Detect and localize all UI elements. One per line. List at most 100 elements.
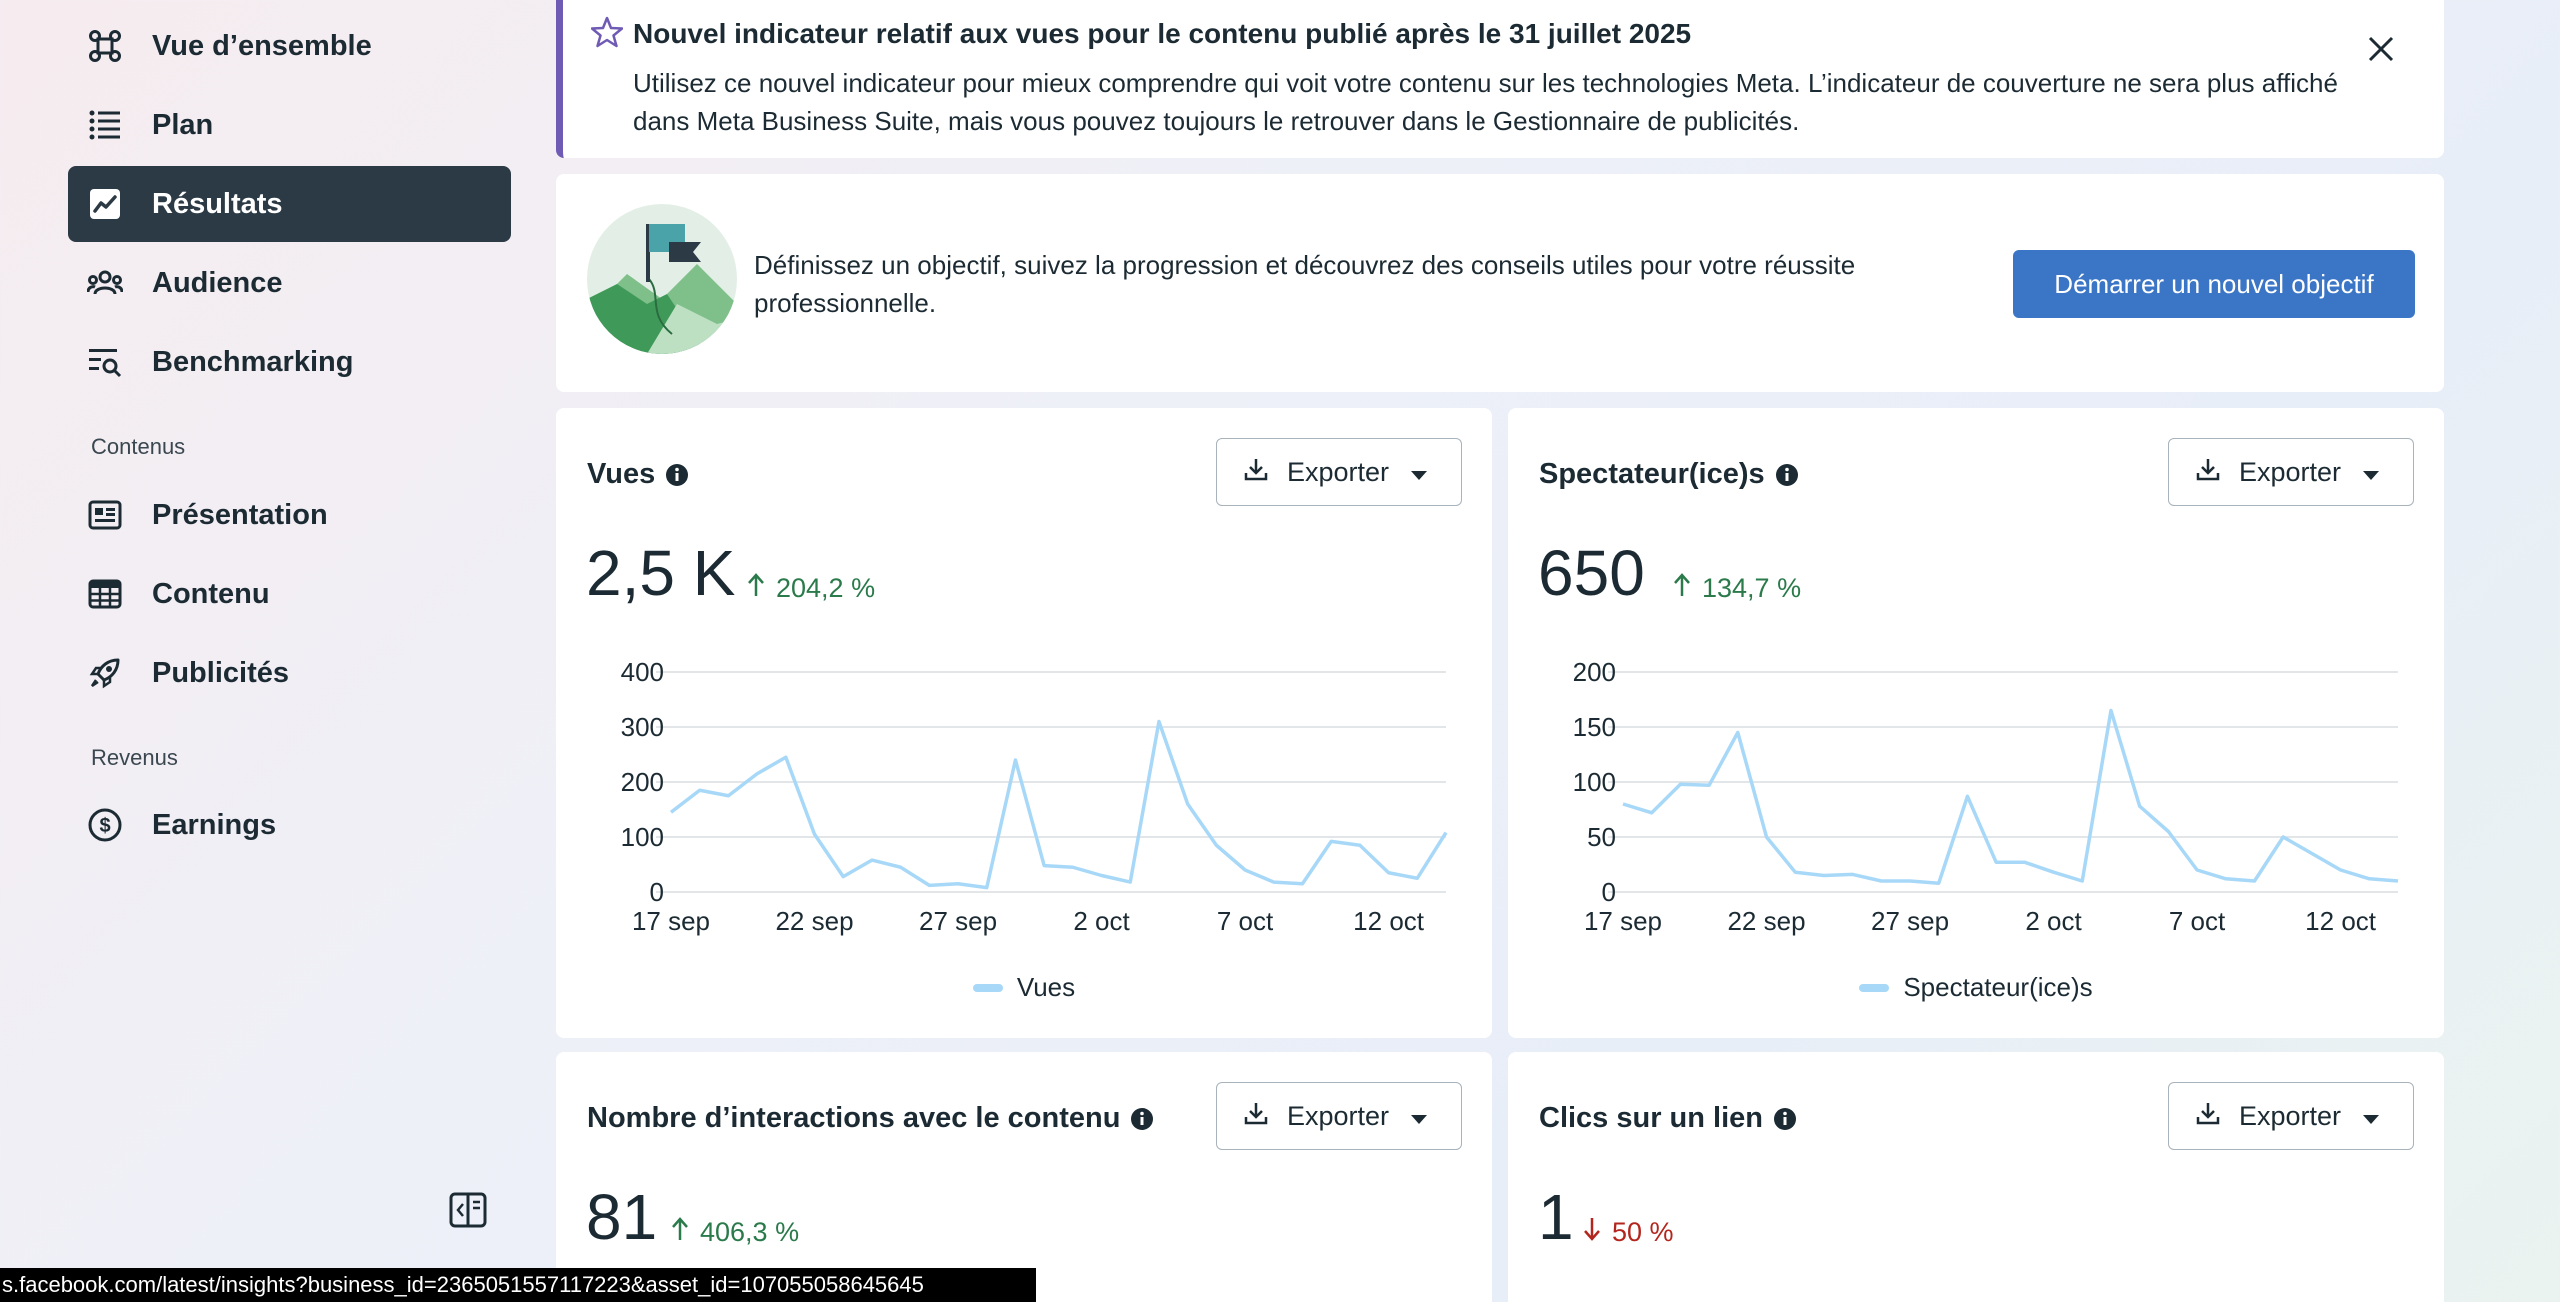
x-tick-label: 17 sep	[1584, 906, 1662, 936]
x-tick-label: 22 sep	[1727, 906, 1805, 936]
goal-description: Définissez un objectif, suivez la progre…	[754, 250, 1856, 318]
sidebar: Vue d’ensemble Plan Résultats Audience B…	[0, 0, 540, 1302]
interactions-card: Nombre d’interactions avec le contenu Ex…	[556, 1052, 1492, 1302]
svg-text:$: $	[99, 815, 110, 837]
legend-label: Vues	[1016, 972, 1076, 1002]
y-tick-label: 0	[1602, 877, 1616, 907]
arrow-up-icon	[670, 1216, 690, 1249]
caret-down-icon	[1409, 1101, 1429, 1132]
link-clicks-delta: 50 %	[1582, 1216, 1674, 1249]
table-icon	[86, 575, 124, 613]
x-tick-label: 2 oct	[1073, 906, 1130, 936]
sidebar-item-label: Benchmarking	[152, 345, 354, 378]
x-tick-label: 12 oct	[2305, 906, 2377, 936]
link-clicks-title: Clics sur un lien	[1539, 1102, 1763, 1134]
sidebar-item-label: Publicités	[152, 656, 289, 689]
info-icon[interactable]	[1773, 1107, 1797, 1131]
y-tick-label: 50	[1587, 822, 1616, 852]
section-label-revenue: Revenus	[91, 745, 178, 770]
section-label-content: Contenus	[91, 434, 186, 459]
sidebar-item-earnings[interactable]: $ Earnings	[68, 787, 511, 863]
series-line	[669, 719, 1448, 890]
sidebar-item-benchmarking[interactable]: Benchmarking	[68, 324, 511, 400]
star-icon	[590, 16, 624, 53]
interactions-value: 81	[586, 1181, 658, 1253]
notice-title: Nouvel indicateur relatif aux vues pour …	[633, 18, 1692, 49]
viewers-value: 650	[1538, 537, 1645, 609]
flag-mountain-illustration	[587, 204, 737, 354]
card-title: Clics sur un lien	[1539, 1102, 1797, 1135]
download-icon	[1243, 456, 1269, 489]
link-clicks-value: 1	[1538, 1181, 1574, 1253]
y-tick-label: 100	[1573, 767, 1616, 797]
views-value: 2,5 K	[586, 537, 736, 609]
x-tick-label: 7 oct	[2169, 906, 2226, 936]
download-icon	[1243, 1100, 1269, 1133]
caret-down-icon	[2361, 457, 2381, 488]
legend-swatch	[972, 983, 1003, 992]
sidebar-item-content[interactable]: Contenu	[68, 556, 511, 632]
y-tick-label: 200	[1573, 657, 1616, 687]
interactions-delta: 406,3 %	[670, 1216, 799, 1249]
sidebar-toggle-icon	[449, 1192, 487, 1233]
download-icon	[2195, 456, 2221, 489]
x-tick-label: 2 oct	[2025, 906, 2082, 936]
link-clicks-card: Clics sur un lien Exporter 1 50 %	[1508, 1052, 2444, 1302]
x-tick-label: 27 sep	[1871, 906, 1949, 936]
x-tick-label: 17 sep	[632, 906, 710, 936]
download-icon	[2195, 1100, 2221, 1133]
dollar-circle-icon: $	[86, 806, 124, 844]
viewers-card: Spectateur(ice)s Exporter 650 134,7 % 0 5…	[1508, 408, 2444, 1038]
x-tick-label: 12 oct	[1353, 906, 1425, 936]
close-icon[interactable]	[2364, 32, 2398, 66]
y-tick-label: 100	[621, 822, 664, 852]
sidebar-item-overview[interactable]: Vue d’ensemble	[68, 8, 511, 84]
sidebar-item-audience[interactable]: Audience	[68, 245, 511, 321]
notice-body: Utilisez ce nouvel indicateur pour mieux…	[633, 68, 2338, 136]
x-tick-label: 7 oct	[1217, 906, 1274, 936]
export-button[interactable]: Exporter	[1216, 1082, 1462, 1150]
sidebar-item-label: Audience	[152, 266, 283, 299]
sidebar-item-label: Résultats	[152, 187, 283, 220]
start-new-goal-button[interactable]: Démarrer un nouvel objectif	[2013, 250, 2415, 318]
presentation-icon	[86, 496, 124, 534]
interactions-delta-value: 406,3 %	[700, 1217, 800, 1247]
sidebar-item-label: Présentation	[152, 498, 328, 531]
sidebar-item-plan[interactable]: Plan	[68, 87, 511, 163]
legend-label: Spectateur(ice)s	[1903, 972, 2093, 1002]
export-label: Exporter	[1287, 456, 1390, 487]
y-tick-label: 400	[621, 657, 664, 687]
sidebar-item-label: Contenu	[152, 577, 270, 610]
info-icon[interactable]	[665, 463, 689, 487]
sidebar-item-label: Vue d’ensemble	[152, 29, 372, 62]
info-icon[interactable]	[1130, 1107, 1154, 1131]
card-title: Spectateur(ice)s	[1539, 458, 1799, 491]
y-tick-label: 150	[1573, 712, 1616, 742]
export-button[interactable]: Exporter	[2168, 1082, 2414, 1150]
export-label: Exporter	[1287, 1100, 1390, 1131]
trend-chart-icon	[86, 185, 124, 223]
export-button[interactable]: Exporter	[2168, 438, 2414, 506]
export-button[interactable]: Exporter	[1216, 438, 1462, 506]
collapse-sidebar-button[interactable]	[448, 1192, 488, 1232]
chart-legend: Vues	[556, 972, 1492, 1003]
overview-icon	[86, 27, 124, 65]
views-delta: 204,2 %	[746, 572, 875, 605]
viewers-delta: 134,7 %	[1672, 572, 1801, 605]
list-icon	[86, 106, 124, 144]
interactions-title: Nombre d’interactions avec le contenu	[587, 1102, 1121, 1134]
info-icon[interactable]	[1775, 463, 1799, 487]
x-tick-label: 22 sep	[775, 906, 853, 936]
series-line	[1622, 708, 2399, 885]
sidebar-item-ads[interactable]: Publicités	[68, 635, 511, 711]
sidebar-item-presentation[interactable]: Présentation	[68, 477, 511, 553]
x-tick-label: 27 sep	[919, 906, 997, 936]
sidebar-item-results[interactable]: Résultats	[68, 166, 511, 242]
benchmark-icon	[86, 343, 124, 381]
y-tick-label: 200	[621, 767, 664, 797]
rocket-icon	[86, 654, 124, 692]
goal-card: Définissez un objectif, suivez la progre…	[556, 174, 2444, 392]
link-clicks-delta-value: 50 %	[1612, 1217, 1674, 1247]
sidebar-item-label: Earnings	[152, 808, 277, 841]
caret-down-icon	[2361, 1101, 2381, 1132]
